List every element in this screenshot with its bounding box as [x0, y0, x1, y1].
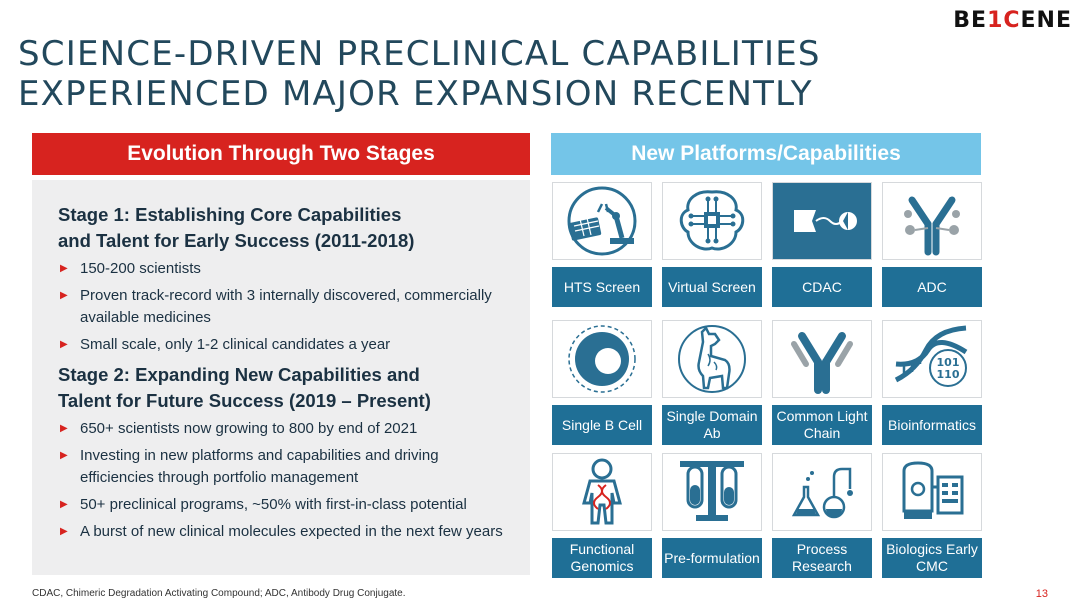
slide-title: SCIENCE-DRIVEN PRECLINICAL CAPABILITIES …	[18, 34, 918, 114]
dna-binary-icon: 101 110	[882, 320, 982, 398]
list-item: ▶ Proven track-record with 3 internally d…	[60, 287, 492, 326]
platform-tile-virtual-screen: Virtual Screen	[662, 182, 762, 307]
stage1-bullets: ▶ 150-200 scientists ▶ Proven track-record…	[58, 258, 510, 356]
bullet-arrow-icon: ▶	[60, 499, 68, 510]
svg-text:110: 110	[937, 368, 960, 381]
svg-text:101: 101	[937, 356, 960, 369]
platform-label: Pre-formulation	[662, 538, 762, 578]
page-number: 13	[1035, 588, 1048, 600]
human-dna-icon	[552, 453, 652, 531]
platform-tile-hts: HTS Screen	[552, 182, 652, 307]
stage2-title-line2: Talent for Future Success (2019 – Presen…	[58, 390, 431, 411]
platform-tile-single-b-cell: Single B Cell	[552, 320, 652, 445]
stage2-title-line1: Stage 2: Expanding New Capabilities and	[58, 364, 420, 385]
stage2-bullets: ▶ 650+ scientists now growing to 800 by e…	[58, 418, 510, 543]
b-cell-icon	[552, 320, 652, 398]
platform-label: Functional Genomics	[552, 538, 652, 578]
flasks-icon	[772, 453, 872, 531]
bullet-arrow-icon: ▶	[60, 339, 68, 350]
test-tubes-icon	[662, 453, 762, 531]
platform-label: Bioinformatics	[882, 405, 982, 445]
bullet-arrow-icon: ▶	[60, 423, 68, 434]
platform-label: ADC	[882, 267, 982, 307]
stage1-title-line2: and Talent for Early Success (2011-2018)	[58, 230, 415, 251]
stages-panel: Stage 1: Establishing Core Capabilities …	[32, 180, 530, 575]
platform-tile-single-domain-ab: Single Domain Ab	[662, 320, 762, 445]
slide-title-line2: EXPERIENCED MAJOR EXPANSION RECENTLY	[18, 74, 813, 114]
platform-label: Process Research	[772, 538, 872, 578]
platform-tile-bioinformatics: 101 110 Bioinformatics	[882, 320, 982, 445]
slide-title-line1: SCIENCE-DRIVEN PRECLINICAL CAPABILITIES	[18, 34, 821, 74]
platform-tile-adc: ADC	[882, 182, 982, 307]
list-item: ▶ Investing in new platforms and capabili…	[60, 447, 439, 486]
platform-label: CDAC	[772, 267, 872, 307]
platform-label: Single Domain Ab	[662, 405, 762, 445]
footnote: CDAC, Chimeric Degradation Activating Co…	[32, 588, 406, 599]
list-item: ▶ 150-200 scientists	[58, 258, 510, 280]
antibody-drug-icon	[882, 182, 982, 260]
degrader-icon	[772, 182, 872, 260]
platform-label: Single B Cell	[552, 405, 652, 445]
llama-icon	[662, 320, 762, 398]
stage1-title-line1: Stage 1: Establishing Core Capabilities	[58, 204, 402, 225]
platform-tile-biologics-cmc: Biologics Early CMC	[882, 453, 982, 578]
platform-label: Virtual Screen	[662, 267, 762, 307]
chip-brain-icon	[662, 182, 762, 260]
list-item: ▶ Small scale, only 1-2 clinical candidat…	[58, 334, 510, 356]
stage1-title: Stage 1: Establishing Core Capabilities …	[58, 202, 510, 254]
list-item: ▶ A burst of new clinical molecules expec…	[58, 521, 510, 543]
bioreactor-icon	[882, 453, 982, 531]
right-section-header: New Platforms/Capabilities	[551, 133, 981, 175]
platform-tile-process-research: Process Research	[772, 453, 872, 578]
left-section-header: Evolution Through Two Stages	[32, 133, 530, 175]
platform-label: HTS Screen	[552, 267, 652, 307]
list-item: ▶ 50+ preclinical programs, ~50% with fir…	[58, 494, 510, 516]
platform-tile-functional-genomics: Functional Genomics	[552, 453, 652, 578]
list-item: ▶ 650+ scientists now growing to 800 by e…	[58, 418, 510, 440]
bullet-arrow-icon: ▶	[60, 526, 68, 537]
platform-tile-common-light-chain: Common Light Chain	[772, 320, 872, 445]
platform-tile-pre-formulation: Pre-formulation	[662, 453, 762, 578]
platform-tile-cdac: CDAC	[772, 182, 872, 307]
platform-label: Common Light Chain	[772, 405, 872, 445]
bullet-arrow-icon: ▶	[60, 450, 68, 461]
robot-arm-icon	[552, 182, 652, 260]
antibody-icon	[772, 320, 872, 398]
bullet-arrow-icon: ▶	[60, 263, 68, 274]
bullet-arrow-icon: ▶	[60, 290, 68, 301]
platform-label: Biologics Early CMC	[882, 538, 982, 578]
company-logo: BE1CENE	[953, 8, 1072, 33]
stage2-title: Stage 2: Expanding New Capabilities and …	[58, 362, 510, 414]
